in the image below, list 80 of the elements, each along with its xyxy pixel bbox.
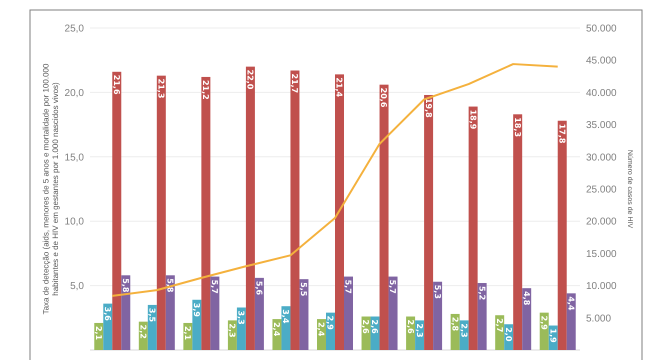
data-label: 2,1 <box>94 326 103 341</box>
data-label: 3,3 <box>236 310 246 325</box>
y-axis-title: Taxa de detecção (aids, menores de 5 anos e mortalidade por 100.000 habitantes e de HIV em gestantes por 1.000 nascidos vivos) <box>41 63 60 314</box>
data-label: 21,3 <box>156 78 166 98</box>
bar <box>112 72 122 350</box>
data-label: 2,6 <box>370 320 380 334</box>
bar <box>478 283 487 350</box>
data-label: 2,4 <box>316 322 326 337</box>
data-label: 20,6 <box>379 88 388 108</box>
data-label: 17,8 <box>557 124 566 144</box>
data-label: 2,3 <box>459 323 468 338</box>
y2-tick-label: 5.000 <box>586 313 612 324</box>
bar <box>299 279 308 350</box>
data-label: 2,6 <box>361 320 370 334</box>
data-label: 2,6 <box>406 320 415 334</box>
y2-tick-label: 10.000 <box>586 281 618 292</box>
bar <box>468 106 478 350</box>
y2-tick-label: 25.000 <box>586 184 618 196</box>
data-label: 22,0 <box>246 70 255 90</box>
data-label: 5,5 <box>299 282 308 297</box>
data-label: 2,9 <box>539 316 548 330</box>
data-label: 5,2 <box>477 286 486 300</box>
bar <box>210 276 220 350</box>
data-label: 21,6 <box>112 74 121 95</box>
bar <box>513 114 522 350</box>
data-label: 5,6 <box>254 280 264 296</box>
y2-tick-label: 50.000 <box>586 24 618 34</box>
bar <box>380 84 389 350</box>
bar <box>344 276 353 350</box>
data-label: 5,3 <box>432 284 442 299</box>
bar <box>201 76 210 350</box>
bar <box>156 76 166 350</box>
data-label: 2,1 <box>183 326 192 341</box>
data-label: 2,3 <box>414 323 424 338</box>
data-label: 2,2 <box>138 324 148 339</box>
data-label: 2,9 <box>326 316 335 330</box>
data-label: 2,4 <box>272 322 282 337</box>
data-label: 1,9 <box>548 328 558 344</box>
y-tick-label: 15,0 <box>64 152 84 164</box>
data-label: 5,7 <box>388 280 398 294</box>
data-label: 5,8 <box>166 278 175 293</box>
data-label: 21,2 <box>201 80 210 100</box>
bar <box>388 276 398 350</box>
data-label: 3,9 <box>192 302 202 318</box>
bar <box>558 120 567 350</box>
data-label: 4,4 <box>566 296 576 311</box>
bar <box>335 74 344 350</box>
data-label: 21,7 <box>290 74 300 94</box>
y2-tick-label: 15.000 <box>586 248 618 260</box>
y-tick-label: 5,0 <box>70 281 84 292</box>
bar <box>433 282 442 350</box>
bar <box>566 293 576 350</box>
data-label: 21,4 <box>334 77 344 98</box>
data-label: 2,0 <box>504 327 513 342</box>
data-label: 2,3 <box>228 323 237 338</box>
bar <box>424 94 434 350</box>
bar <box>246 66 255 350</box>
y2-tick-label: 45.000 <box>586 56 618 67</box>
y-tick-label: 20,0 <box>64 88 84 99</box>
y2-tick-label: 30.000 <box>586 152 618 164</box>
y-tick-label: 25,0 <box>64 24 84 34</box>
data-label: 5,7 <box>210 280 220 294</box>
y2-tick-label: 20.000 <box>586 216 618 228</box>
data-label: 5,8 <box>120 278 130 293</box>
y2-tick-label: 40.000 <box>586 88 618 99</box>
bar <box>254 278 264 350</box>
data-label: 5,7 <box>344 280 353 294</box>
y-tick-label: 10,0 <box>64 216 84 228</box>
data-label: 3,5 <box>148 308 157 323</box>
bar <box>522 288 532 350</box>
data-label: 4,8 <box>522 291 531 306</box>
data-label: 2,7 <box>494 318 504 332</box>
data-label: 18,9 <box>468 110 478 130</box>
data-label: 3,4 <box>281 309 290 324</box>
data-label: 3,6 <box>102 306 112 322</box>
data-label: 2,8 <box>450 316 460 332</box>
bar <box>290 70 300 350</box>
data-label: 18,3 <box>512 117 522 138</box>
data-label: 19,8 <box>424 98 433 118</box>
y2-tick-label: 35.000 <box>586 120 618 132</box>
